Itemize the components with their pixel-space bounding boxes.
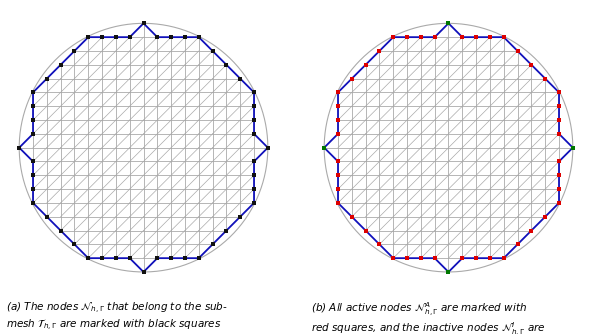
Text: (b) All active nodes $\mathcal{N}_{h,\Gamma}^A$ are marked with
red squares, and: (b) All active nodes $\mathcal{N}_{h,\Ga… <box>311 301 545 334</box>
Text: (a) The nodes $\mathcal{N}_{h,\Gamma}$ that belong to the sub-
mesh $\mathcal{T}: (a) The nodes $\mathcal{N}_{h,\Gamma}$ t… <box>6 301 228 333</box>
